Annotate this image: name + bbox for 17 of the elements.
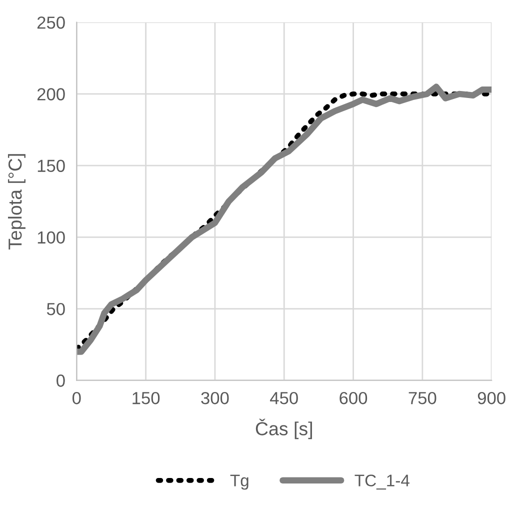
x-axis-title: Čas [s] bbox=[256, 418, 312, 440]
y-tick-label: 50 bbox=[46, 302, 65, 316]
x-tick-label: 0 bbox=[72, 392, 81, 404]
y-tick-label: 150 bbox=[38, 160, 65, 172]
y-tick-label: 200 bbox=[37, 88, 65, 100]
x-tick-label: 450 bbox=[270, 392, 298, 404]
legend-label: Tg bbox=[230, 474, 248, 490]
x-tick-label: 300 bbox=[201, 392, 229, 404]
y-axis-title: Teplota [°C] bbox=[8, 154, 26, 250]
x-tick-label: 900 bbox=[478, 392, 506, 404]
y-tick-label: 250 bbox=[37, 16, 65, 29]
x-tick-label: 150 bbox=[132, 392, 160, 404]
x-tick-label: 750 bbox=[408, 392, 436, 404]
y-tick-label: 0 bbox=[56, 374, 65, 387]
y-tick-label: 100 bbox=[38, 231, 65, 244]
legend-label: TC_1-4 bbox=[354, 474, 410, 490]
x-tick-label: 600 bbox=[340, 392, 368, 404]
